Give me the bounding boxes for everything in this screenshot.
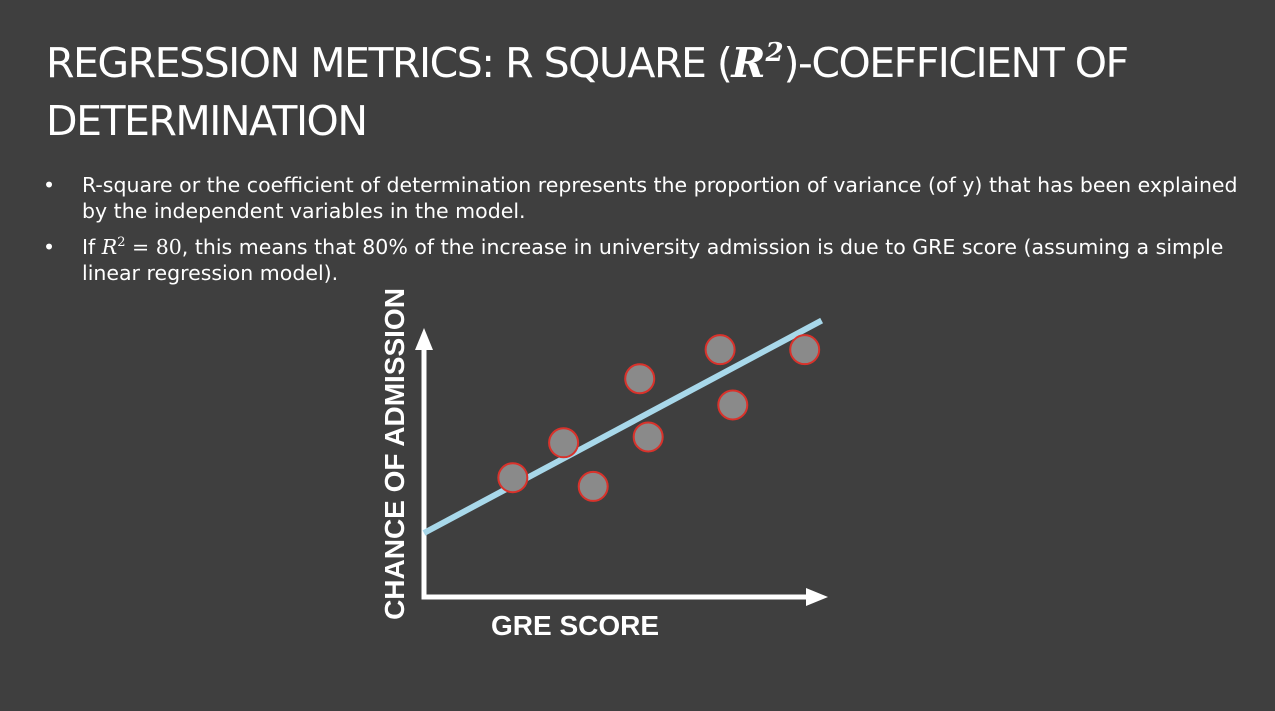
title-math-exponent: 2 (765, 38, 784, 68)
axes (415, 328, 828, 606)
y-axis-label: CHANCE OF ADMISSION (379, 288, 410, 620)
bullet-suffix: , this means that 80% of the increase in… (82, 235, 1224, 285)
title-text-before: REGRESSION METRICS: R SQUARE ( (46, 39, 733, 87)
x-axis-label: GRE SCORE (491, 610, 659, 641)
data-point-8 (789, 334, 821, 366)
bullet-item-1: • R-square or the coefficient of determi… (42, 172, 1242, 224)
regression-line (422, 317, 824, 536)
y-axis-arrow-icon (415, 328, 433, 350)
regression-line-group (422, 317, 824, 536)
data-point-5 (632, 421, 664, 453)
data-point-7 (717, 389, 749, 421)
bullet-math: R2 = 80 (102, 235, 182, 259)
bullet-item-2: • If R2 = 80, this means that 80% of the… (42, 234, 1242, 286)
slide-title: REGRESSION METRICS: R SQUARE (R2)-COEFFI… (46, 34, 1226, 150)
data-point-2 (548, 427, 580, 459)
bullet-marker: • (42, 235, 56, 259)
x-axis-arrow-icon (806, 588, 828, 606)
data-point-4 (624, 363, 656, 395)
data-point-6 (704, 334, 736, 366)
bullet-math-rest: = 80 (125, 235, 182, 259)
bullet-math-symbol: R (101, 235, 118, 259)
title-math-symbol: R2 (731, 38, 784, 87)
data-point-3 (577, 470, 609, 502)
bullet-text: R-square or the coefficient of determina… (82, 173, 1238, 223)
title-text-after: )-COEFFICIENT OF DETERMINATION (46, 39, 1129, 145)
bullet-marker: • (42, 173, 56, 197)
bullet-list: • R-square or the coefficient of determi… (42, 172, 1242, 296)
bullet-prefix: If (82, 235, 102, 259)
bullet-math-exponent: 2 (117, 235, 126, 250)
data-points (497, 334, 821, 502)
data-point-1 (497, 462, 529, 494)
